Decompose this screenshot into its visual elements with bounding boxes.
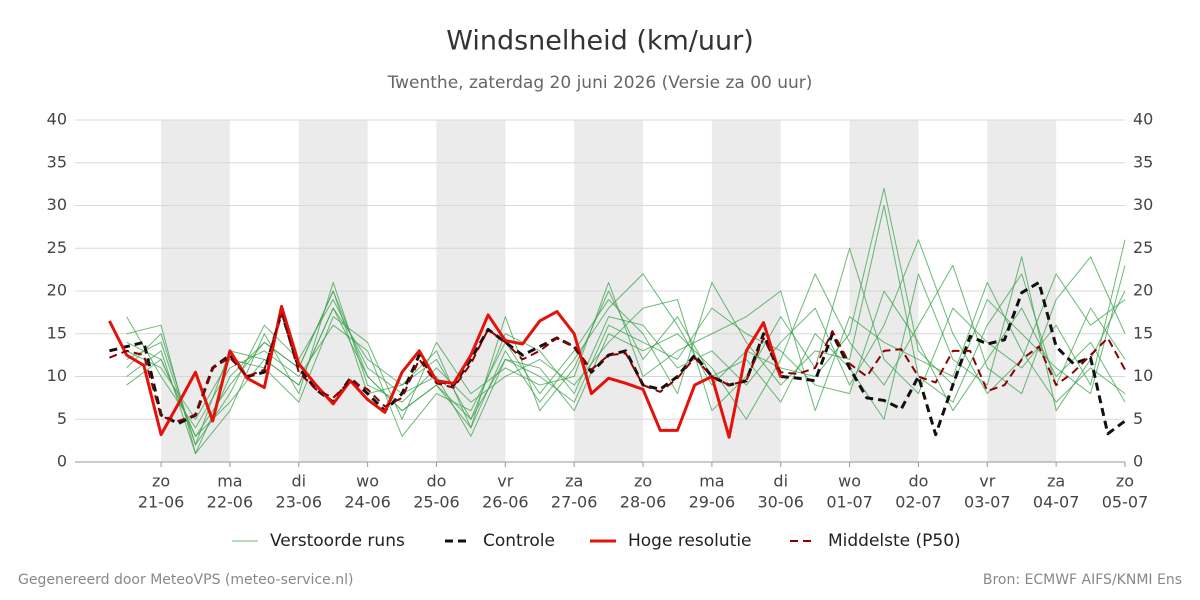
x-tick-date: 30-06 bbox=[757, 493, 804, 512]
x-tick-label: di bbox=[773, 472, 788, 491]
x-tick-date: 29-06 bbox=[689, 493, 736, 512]
x-tick-date: 05-07 bbox=[1102, 493, 1149, 512]
x-tick-date: 01-07 bbox=[826, 493, 873, 512]
series-line bbox=[108, 304, 783, 439]
x-tick-label: wo bbox=[838, 472, 861, 491]
legend-label: Hoge resolutie bbox=[628, 531, 752, 551]
y2-tick-label: 40 bbox=[1133, 110, 1153, 129]
y2-tick-label: 25 bbox=[1133, 238, 1153, 257]
x-tick-label: ma bbox=[699, 472, 724, 491]
legend-label: Verstoorde runs bbox=[270, 531, 405, 551]
x-tick-label: zo bbox=[152, 472, 170, 491]
y2-tick-label: 30 bbox=[1133, 195, 1153, 214]
footer-left: Gegenereerd door MeteoVPS (meteo-service… bbox=[18, 572, 353, 588]
x-tick-date: 21-06 bbox=[138, 493, 185, 512]
ensemble-run bbox=[126, 239, 1126, 454]
y-tick-label: 20 bbox=[47, 281, 67, 300]
x-tick-date: 27-06 bbox=[551, 493, 598, 512]
y2-tick-label: 10 bbox=[1133, 366, 1153, 385]
y-tick-label: 15 bbox=[47, 323, 67, 342]
y2-tick-label: 35 bbox=[1133, 152, 1153, 171]
y-tick-label: 25 bbox=[47, 238, 67, 257]
y-tick-label: 35 bbox=[47, 152, 67, 171]
ensemble-run bbox=[126, 187, 1126, 437]
x-tick-label: wo bbox=[356, 472, 379, 491]
y-tick-label: 5 bbox=[57, 409, 67, 428]
y2-tick-label: 15 bbox=[1133, 323, 1153, 342]
x-tick-label: zo bbox=[1116, 472, 1134, 491]
x-tick-date: 28-06 bbox=[620, 493, 667, 512]
x-tick-label: za bbox=[1047, 472, 1065, 491]
y2-tick-label: 5 bbox=[1133, 409, 1143, 428]
x-tick-label: zo bbox=[634, 472, 652, 491]
chart-subtitle: Twenthe, zaterdag 20 juni 2026 (Versie z… bbox=[387, 73, 813, 93]
y-tick-label: 40 bbox=[47, 110, 67, 129]
ensemble-run bbox=[126, 239, 1126, 454]
x-tick-label: vr bbox=[979, 472, 995, 491]
footer-right: Bron: ECMWF AIFS/KNMI Ens bbox=[983, 572, 1182, 588]
y-tick-label: 10 bbox=[47, 366, 67, 385]
x-tick-label: di bbox=[291, 472, 306, 491]
y2-tick-label: 20 bbox=[1133, 281, 1153, 300]
x-tick-date: 02-07 bbox=[895, 493, 942, 512]
chart-title: Windsnelheid (km/uur) bbox=[446, 26, 754, 57]
x-tick-label: vr bbox=[497, 472, 513, 491]
legend-label: Controle bbox=[483, 531, 555, 551]
x-tick-date: 03-07 bbox=[964, 493, 1011, 512]
x-tick-label: do bbox=[908, 472, 928, 491]
y2-tick-label: 0 bbox=[1133, 452, 1143, 471]
ensemble-run bbox=[126, 205, 1126, 437]
y-tick-label: 30 bbox=[47, 195, 67, 214]
x-tick-date: 24-06 bbox=[344, 493, 391, 512]
x-tick-date: 26-06 bbox=[482, 493, 529, 512]
legend-label: Middelste (P50) bbox=[828, 531, 961, 551]
y-tick-label: 0 bbox=[57, 452, 67, 471]
x-tick-label: ma bbox=[217, 472, 242, 491]
x-tick-date: 22-06 bbox=[207, 493, 254, 512]
ensemble-run bbox=[126, 281, 1126, 420]
x-tick-date: 23-06 bbox=[276, 493, 323, 512]
x-tick-label: do bbox=[426, 472, 446, 491]
x-tick-date: 25-06 bbox=[413, 493, 460, 512]
x-tick-label: za bbox=[565, 472, 583, 491]
x-tick-date: 04-07 bbox=[1033, 493, 1080, 512]
series-line bbox=[109, 311, 1126, 422]
